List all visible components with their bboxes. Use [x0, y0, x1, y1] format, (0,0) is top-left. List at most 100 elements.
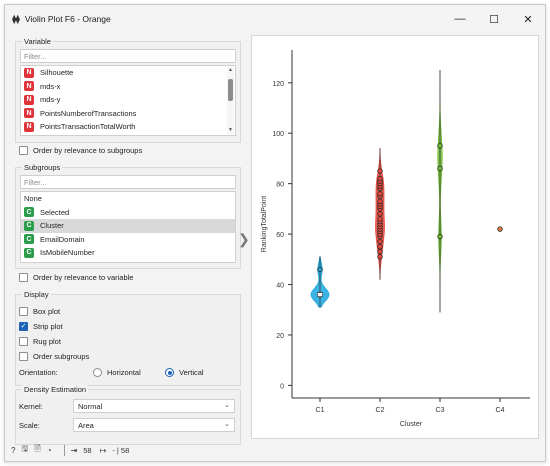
list-item[interactable]: N Silhouette [21, 66, 235, 80]
app-window: ⧫⧫ Violin Plot F6 - Orange — ☐ ✕ Variabl… [4, 4, 546, 462]
median-marker [317, 292, 323, 297]
y-tick-label: 20 [276, 333, 284, 340]
checkbox-box[interactable] [19, 146, 28, 155]
kernel-select[interactable]: Normal ⌄ [73, 399, 235, 413]
density-estimation-group: Density Estimation [15, 385, 241, 445]
x-tick-label: C4 [496, 407, 505, 414]
x-tick-label: C2 [376, 407, 385, 414]
check-icon[interactable]: ✓ [19, 322, 28, 331]
palette-icon[interactable]: ◔ [46, 445, 52, 455]
scale-label: Scale: [19, 421, 40, 430]
density-group-title: Density Estimation [22, 385, 89, 394]
window-title: Violin Plot F6 - Orange [24, 14, 111, 24]
subgroups-filter-input[interactable]: Filter... [20, 175, 236, 189]
vertical-radio[interactable]: Vertical [165, 368, 204, 377]
subgroups-group: Subgroups Filter... None C Selected C Clus… [15, 163, 241, 269]
strip-point-c2 [377, 254, 383, 260]
strip-point-c2 [377, 198, 383, 205]
categorical-variable-icon: C [24, 207, 34, 218]
y-axis-label: RankingTotalPoint [261, 196, 268, 252]
strip-point-c4 [497, 226, 503, 232]
scroll-up-icon[interactable]: ▲ [228, 67, 233, 73]
numeric-variable-icon: N [24, 121, 34, 132]
list-item[interactable]: C IsMobileNumber [21, 246, 235, 260]
output-count: - | 58 [112, 445, 130, 455]
list-item[interactable]: N PointsNumberofTransactions [21, 107, 235, 121]
checkbox-box[interactable] [19, 273, 28, 282]
variable-list-scrollbar[interactable]: ▲ ▼ [227, 67, 234, 134]
save-icon[interactable]: 🖫 [21, 444, 29, 453]
strip-point-c2 [377, 191, 383, 197]
title-bar: ⧫⧫ Violin Plot F6 - Orange — ☐ ✕ [5, 5, 545, 33]
strip-point-c2 [377, 211, 383, 217]
subgroups-list[interactable]: None C Selected C Cluster C EmailDomain C Is… [20, 191, 236, 263]
list-item[interactable]: None [24, 194, 42, 204]
list-item[interactable]: C EmailDomain [21, 233, 235, 247]
help-icon[interactable]: ? [11, 445, 16, 455]
display-group: Display [15, 290, 241, 386]
numeric-variable-icon: N [24, 108, 34, 119]
list-item-selected[interactable]: C Cluster [21, 219, 235, 233]
strip-point-c2 [377, 216, 383, 222]
x-tick-label: C3 [436, 407, 445, 414]
order-by-relevance-subgroups-checkbox[interactable]: Order by relevance to subgroups [19, 146, 142, 155]
y-tick-label: 80 [276, 182, 284, 189]
box-plot-checkbox[interactable]: Box plot [19, 307, 60, 316]
y-tick-label: 100 [272, 131, 284, 138]
strip-point-c2 [377, 168, 383, 174]
strip-point-c3 [437, 143, 443, 149]
rug-plot-checkbox[interactable]: Rug plot [19, 337, 61, 346]
orientation-label: Orientation: [19, 368, 58, 377]
numeric-variable-icon: N [24, 94, 34, 105]
scale-select[interactable]: Area ⌄ [73, 418, 235, 432]
close-button[interactable]: ✕ [523, 13, 533, 26]
minimize-button[interactable]: — [454, 13, 466, 25]
display-group-title: Display [22, 290, 51, 299]
strip-point-c1 [317, 266, 323, 273]
maximize-button[interactable]: ☐ [489, 13, 499, 26]
categorical-variable-icon: C [24, 234, 34, 245]
numeric-variable-icon: N [24, 81, 34, 92]
categorical-variable-icon: C [24, 247, 34, 258]
input-icon: ⇥ [70, 445, 78, 455]
output-icon: ↦ [99, 445, 107, 455]
list-item[interactable]: C Selected [21, 206, 235, 220]
list-item[interactable]: N PointsTransactionTotalWorth [21, 120, 235, 134]
numeric-variable-icon: N [24, 67, 34, 78]
strip-point-c2 [377, 238, 383, 245]
x-tick-label: C1 [316, 407, 325, 414]
order-by-relevance-variable-checkbox[interactable]: Order by relevance to variable [19, 273, 133, 282]
strip-point-c3 [437, 165, 443, 172]
subgroups-group-title: Subgroups [22, 163, 63, 172]
scroll-thumb[interactable] [228, 79, 233, 101]
order-subgroups-checkbox[interactable]: Order subgroups [19, 352, 89, 361]
strip-point-c2 [377, 243, 383, 250]
strip-point-c2 [377, 249, 383, 255]
violin-chart: 0 20 40 60 80 100 120 C1 C2 C3 C4 Cluster RankingTot… [261, 50, 530, 428]
report-icon[interactable]: 🗎 [34, 444, 41, 453]
variable-filter-input[interactable]: Filter... [20, 49, 236, 63]
strip-plot-checkbox[interactable]: ✓ Strip plot [19, 322, 63, 331]
chevron-down-icon: ⌄ [224, 421, 230, 428]
orange-app-icon: ⧫⧫ [12, 13, 20, 24]
strip-point-c3 [437, 233, 443, 240]
status-bar: ? 🖫 🗎 ◔ ⇥ 58 ↦ - | 58 [11, 443, 129, 457]
y-tick-label: 0 [280, 383, 284, 390]
strip-point-c2 [377, 175, 383, 182]
input-count: 58 [83, 445, 92, 455]
violin-plot-area: 0 20 40 60 80 100 120 C1 C2 C3 C4 Cluster RankingTot… [251, 35, 539, 439]
y-tick-label: 120 [272, 81, 284, 88]
categorical-variable-icon: C [24, 220, 34, 231]
collapse-panel-chevron-icon[interactable]: ❯ [238, 231, 250, 247]
horizontal-radio[interactable]: Horizontal [93, 368, 141, 377]
chevron-down-icon: ⌄ [224, 402, 230, 409]
scroll-down-icon[interactable]: ▼ [228, 127, 233, 133]
y-tick-label: 40 [276, 283, 284, 290]
variable-group-title: Variable [22, 37, 53, 46]
kernel-label: Kernel: [19, 402, 43, 411]
x-axis-label: Cluster [400, 421, 423, 428]
